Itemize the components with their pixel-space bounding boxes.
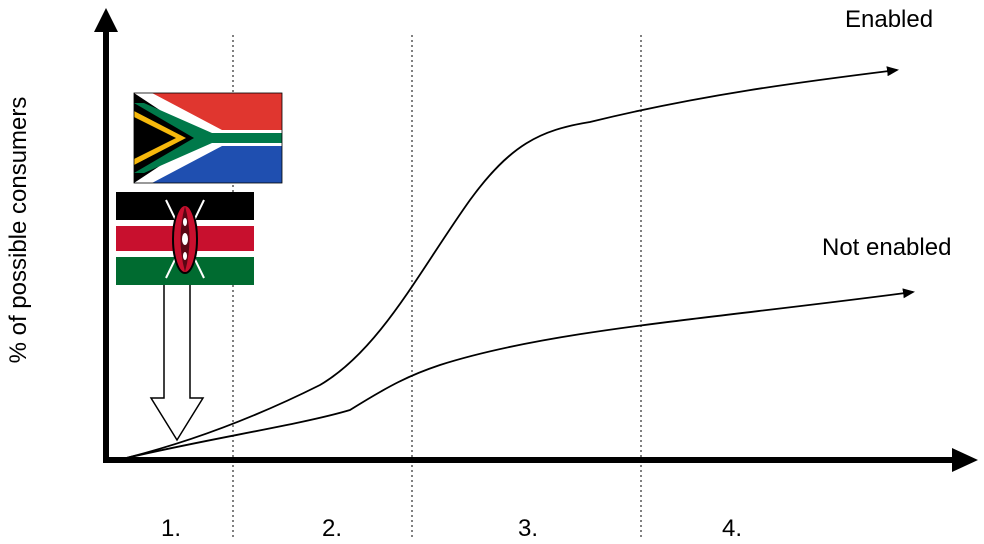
stage-label-1: 1. <box>161 515 182 542</box>
stage-label-4: 4. <box>722 515 743 542</box>
x-axis-arrowhead <box>952 448 978 472</box>
hollow-down-arrow <box>149 281 205 442</box>
enabled-curve <box>117 66 899 461</box>
y-axis <box>94 8 118 463</box>
y-axis-label-text: % of possible consumers <box>5 96 32 364</box>
y-axis-label: % of possible consumers <box>4 60 34 400</box>
x-axis <box>103 448 978 472</box>
y-axis-arrowhead <box>94 8 118 32</box>
enabled-curve-label: Enabled <box>845 6 934 33</box>
not-enabled-curve-label: Not enabled <box>822 234 952 261</box>
stage-label-2: 2. <box>322 515 343 542</box>
stage-label-3: 3. <box>518 515 539 542</box>
kenya-flag-icon <box>116 192 254 285</box>
not-enabled-curve <box>117 288 915 461</box>
south-africa-flag-icon <box>133 92 283 184</box>
